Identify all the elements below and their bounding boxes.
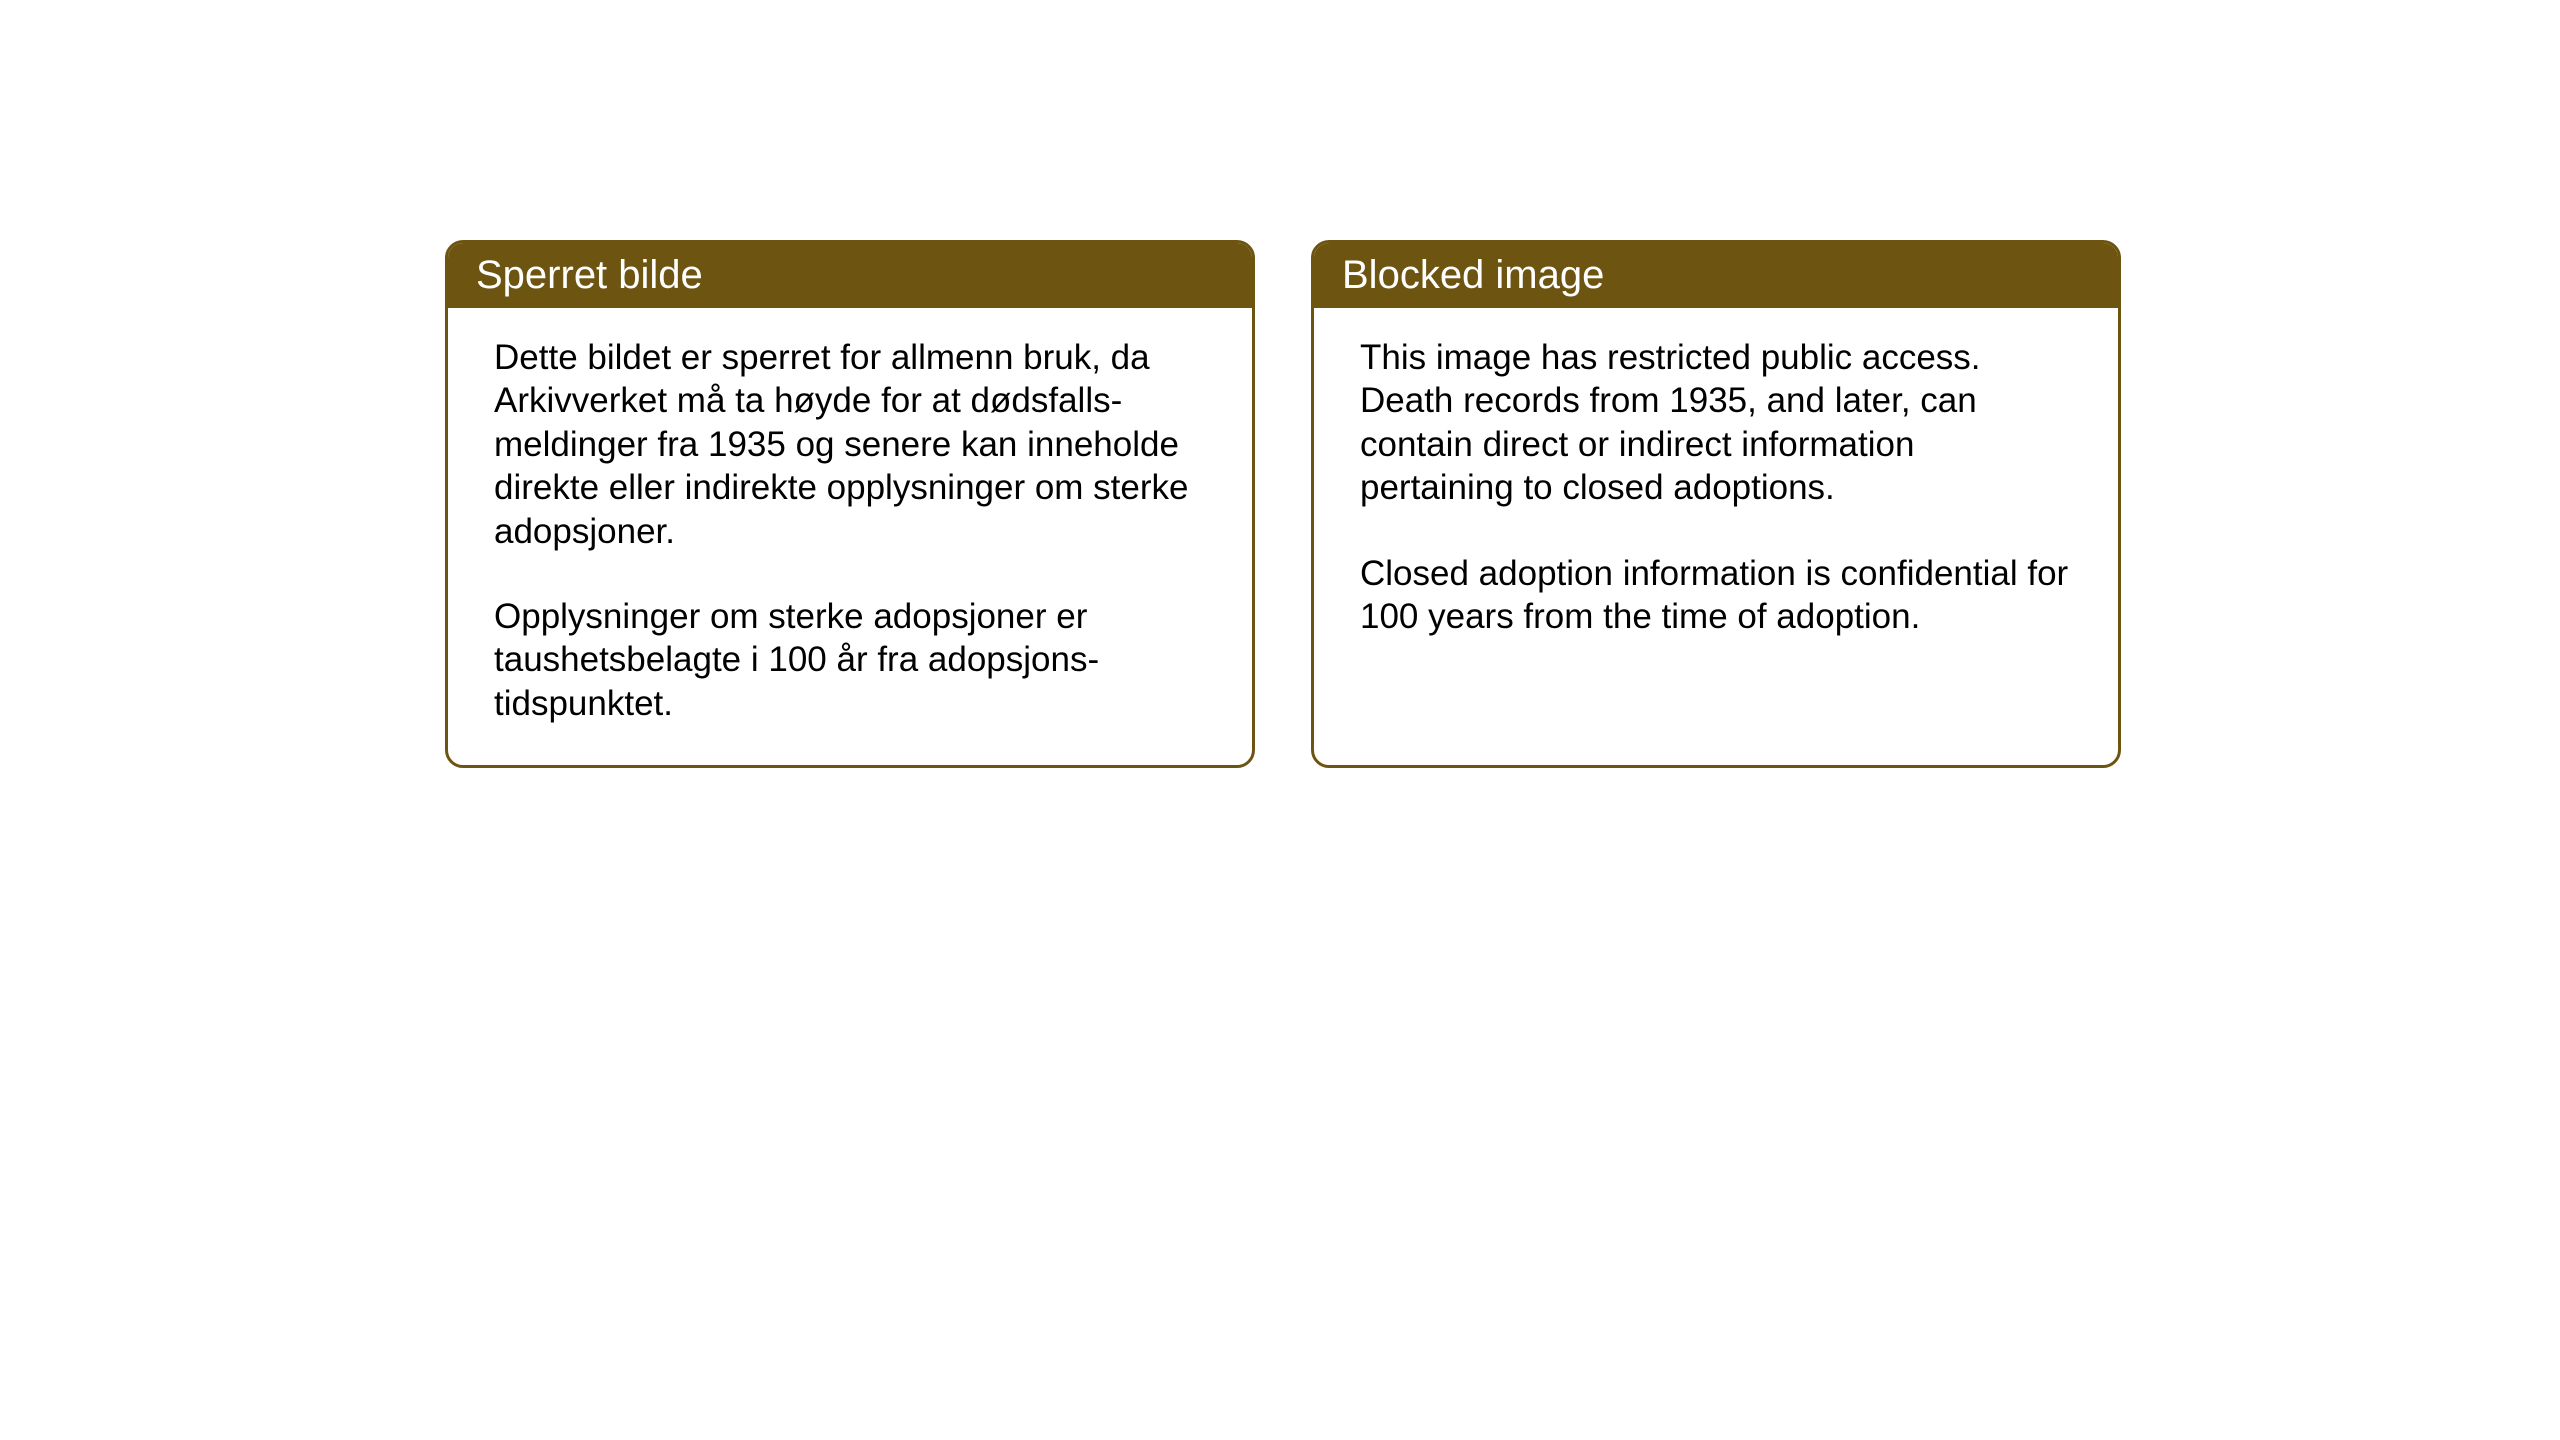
notice-box-norwegian: Sperret bilde Dette bildet er sperret fo… bbox=[445, 240, 1255, 768]
notice-paragraph-1-norwegian: Dette bildet er sperret for allmenn bruk… bbox=[494, 336, 1206, 553]
notice-box-english: Blocked image This image has restricted … bbox=[1311, 240, 2121, 768]
notice-paragraph-2-norwegian: Opplysninger om sterke adopsjoner er tau… bbox=[494, 595, 1206, 725]
notice-paragraph-2-english: Closed adoption information is confident… bbox=[1360, 552, 2072, 639]
notice-container: Sperret bilde Dette bildet er sperret fo… bbox=[445, 240, 2121, 768]
notice-body-english: This image has restricted public access.… bbox=[1314, 308, 2118, 678]
notice-header-english: Blocked image bbox=[1314, 243, 2118, 308]
notice-header-norwegian: Sperret bilde bbox=[448, 243, 1252, 308]
notice-title-english: Blocked image bbox=[1342, 253, 1604, 297]
notice-paragraph-1-english: This image has restricted public access.… bbox=[1360, 336, 2072, 510]
notice-title-norwegian: Sperret bilde bbox=[476, 253, 703, 297]
notice-body-norwegian: Dette bildet er sperret for allmenn bruk… bbox=[448, 308, 1252, 765]
